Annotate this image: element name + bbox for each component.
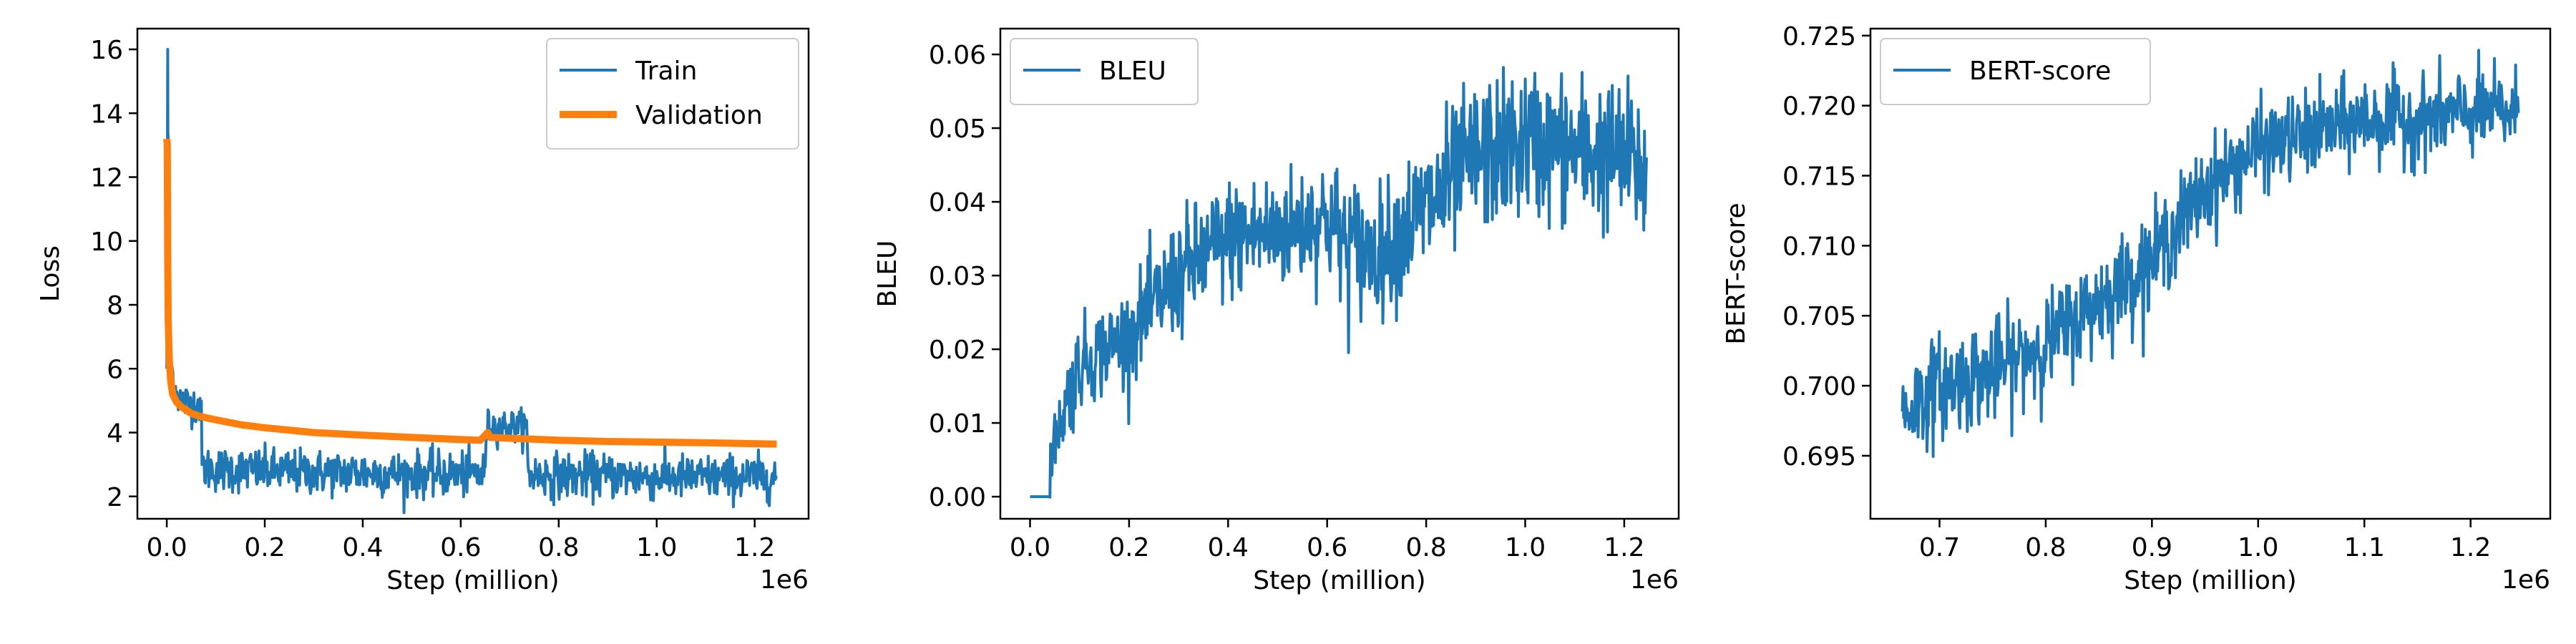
x-tick-label: 1.0 [2238, 533, 2278, 562]
y-tick-label: 0.715 [1782, 162, 1856, 192]
y-axis-label: BERT-score [1722, 203, 1751, 344]
x-tick-label: 0.6 [440, 533, 481, 562]
y-tick-label: 4 [107, 419, 123, 449]
chart-panel-3: 0.7 0.8 0.9 1.0 1.1 1.2 0.695 0.700 0.705 0.710 0.… [1722, 22, 2552, 595]
x-tick-label: 0.4 [342, 533, 383, 562]
x-tick-label: 0.0 [1010, 533, 1050, 562]
y-tick-label: 0.05 [929, 114, 986, 144]
x-tick-label: 0.2 [244, 533, 285, 562]
legend-box [1880, 38, 2151, 105]
y-tick-label: 0.04 [929, 188, 986, 218]
y-tick-label: 0.720 [1782, 92, 1856, 122]
legend: BERT-score [1880, 38, 2151, 105]
y-tick-label: 0.705 [1782, 302, 1856, 331]
legend-box [1010, 38, 1199, 105]
x-tick-label: 1.2 [2450, 533, 2491, 562]
x-tick-label: 1.0 [1505, 533, 1546, 562]
legend-label: BERT-score [1969, 57, 2111, 86]
y-tick-label: 0.00 [929, 483, 986, 512]
legend: BLEU [1010, 38, 1199, 105]
plot-frame [999, 27, 1680, 520]
y-tick-label: 8 [107, 291, 123, 321]
legend-label: Validation [635, 101, 763, 130]
x-tick-label: 0.2 [1108, 533, 1149, 562]
x-tick-label: 1.0 [636, 533, 677, 562]
x-tick-label: 0.8 [1405, 533, 1446, 562]
y-tick-label: 0.06 [929, 41, 986, 70]
legend-box [546, 38, 799, 150]
y-tick-label: 0.700 [1782, 372, 1856, 401]
y-tick-label: 2 [107, 483, 123, 512]
y-tick-label: 10 [90, 228, 123, 257]
y-tick-label: 0.03 [929, 262, 986, 291]
series-line-bleu [1029, 66, 1648, 499]
x-tick-label: 1.2 [1604, 533, 1644, 562]
x-offset-text: 1e6 [2502, 565, 2550, 595]
plot-frame [1869, 27, 2552, 520]
y-tick-label: 6 [107, 355, 123, 384]
y-axis-label: BLEU [873, 240, 902, 308]
y-tick-label: 0.695 [1782, 442, 1856, 472]
x-axis-label: Step (million) [386, 566, 559, 595]
y-tick-label: 14 [90, 99, 123, 129]
x-tick-label: 0.7 [1919, 533, 1960, 562]
y-tick-label: 0.01 [929, 409, 986, 439]
x-offset-text: 1e6 [760, 565, 809, 595]
x-tick-label: 0.4 [1208, 533, 1249, 562]
chart-panel-2: 0.0 0.2 0.4 0.6 0.8 1.0 1.2 0.00 0.01 0.02 0.03 0.0… [873, 27, 1680, 595]
legend-label: BLEU [1099, 57, 1166, 86]
y-axis-label: Loss [36, 245, 65, 302]
y-tick-label: 0.725 [1782, 22, 1856, 52]
x-tick-label: 0.6 [1307, 533, 1347, 562]
x-tick-label: 0.0 [146, 533, 187, 562]
x-tick-label: 1.1 [2344, 533, 2385, 562]
x-tick-label: 1.2 [734, 533, 775, 562]
x-axis-label: Step (million) [2124, 566, 2296, 595]
chart-panel-1: 0.0 0.2 0.4 0.6 0.8 1.0 1.2 2 4 6 8 10 12 14 16 Step (m… [36, 27, 810, 595]
legend: Train Validation [546, 38, 799, 150]
y-tick-label: 16 [90, 36, 123, 65]
x-tick-label: 0.9 [2132, 533, 2172, 562]
y-tick-label: 12 [90, 164, 123, 193]
y-tick-label: 0.02 [929, 336, 986, 365]
x-tick-label: 0.8 [538, 533, 579, 562]
legend-label: Train [635, 57, 697, 86]
x-axis-label: Step (million) [1253, 566, 1425, 595]
x-tick-label: 0.8 [2025, 533, 2066, 562]
y-tick-label: 0.710 [1782, 232, 1856, 261]
plot-frame [136, 27, 810, 520]
series-line-bert-score [1901, 49, 2520, 458]
series-line-validation [163, 138, 777, 448]
series-line-train [165, 48, 779, 514]
x-offset-text: 1e6 [1630, 565, 1679, 595]
